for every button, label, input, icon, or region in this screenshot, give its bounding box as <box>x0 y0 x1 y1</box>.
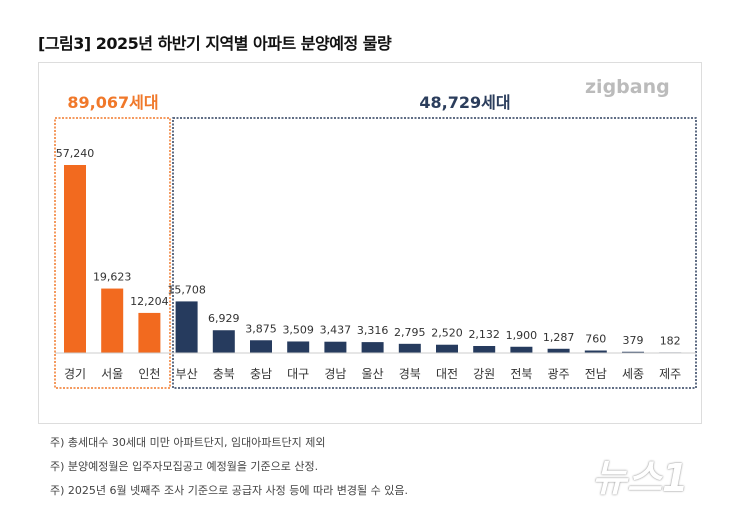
group-box-1 <box>172 117 697 389</box>
bar-전북 <box>510 346 533 353</box>
bar-충남 <box>250 340 272 353</box>
data-label: 1,287 <box>543 331 575 344</box>
data-label: 2,132 <box>468 328 500 341</box>
category-label: 대구 <box>287 367 309 381</box>
category-label: 대전 <box>436 367 458 381</box>
note-2: 주) 분양예정월은 입주자모집공고 예정월을 기준으로 산정. <box>50 460 319 473</box>
bar-강원 <box>473 345 496 353</box>
data-label: 3,875 <box>245 322 277 335</box>
bar-부산 <box>175 301 198 353</box>
category-label: 세종 <box>622 367 644 381</box>
category-label: 경북 <box>399 367 421 381</box>
group-total-label: 89,067세대 <box>67 93 158 112</box>
bar-광주 <box>547 348 570 353</box>
category-label: 충남 <box>250 367 272 381</box>
data-label: 12,204 <box>130 295 169 308</box>
category-label: 경기 <box>64 367 86 381</box>
bar-경기 <box>64 165 86 353</box>
zigbang-logo: zigbang <box>585 76 670 98</box>
data-label: 3,316 <box>357 324 389 337</box>
data-label: 19,623 <box>93 271 132 284</box>
data-label: 15,708 <box>167 283 206 296</box>
note-3: 주) 2025년 6월 넷째주 조사 기준으로 공급자 사정 등에 따라 변경될… <box>50 484 408 497</box>
bar-경북 <box>398 343 421 353</box>
category-label: 강원 <box>473 367 495 381</box>
data-label: 379 <box>623 334 644 347</box>
data-label: 2,795 <box>394 326 426 339</box>
data-label: 6,929 <box>208 312 240 325</box>
data-label: 57,240 <box>56 147 95 160</box>
bar-전남 <box>584 350 607 353</box>
chart-frame <box>38 62 702 424</box>
bar-대전 <box>436 344 458 353</box>
bar-울산 <box>361 342 384 353</box>
category-label: 충북 <box>213 367 235 381</box>
category-label: 광주 <box>548 367 570 381</box>
bar-서울 <box>101 288 124 353</box>
category-label: 서울 <box>101 367 123 381</box>
group-box-0 <box>54 117 171 389</box>
category-label: 경남 <box>324 367 346 381</box>
group-total-label: 48,729세대 <box>419 93 510 112</box>
category-label: 부산 <box>176 367 198 381</box>
note-1: 주) 총세대수 30세대 미만 아파트단지, 임대아파트단지 제외 <box>50 436 326 449</box>
data-label: 182 <box>660 334 681 347</box>
category-label: 제주 <box>659 367 681 381</box>
data-label: 1,900 <box>506 329 538 342</box>
bar-충북 <box>212 330 235 353</box>
category-label: 전북 <box>510 367 532 381</box>
news1-watermark: 뉴스1 <box>592 456 689 500</box>
bar-인천 <box>138 312 161 353</box>
bar-경남 <box>324 341 347 353</box>
data-label: 760 <box>585 333 606 346</box>
data-label: 3,509 <box>282 323 314 336</box>
data-label: 3,437 <box>320 324 352 337</box>
category-label: 인천 <box>138 366 160 381</box>
category-label: 울산 <box>362 367 384 381</box>
figure-title: [그림3] 2025년 하반기 지역별 아파트 분양예정 물량 <box>38 34 392 53</box>
category-label: 전남 <box>585 367 607 381</box>
bar-세종 <box>622 351 644 353</box>
data-label: 2,520 <box>431 327 463 340</box>
bar-대구 <box>287 341 310 353</box>
